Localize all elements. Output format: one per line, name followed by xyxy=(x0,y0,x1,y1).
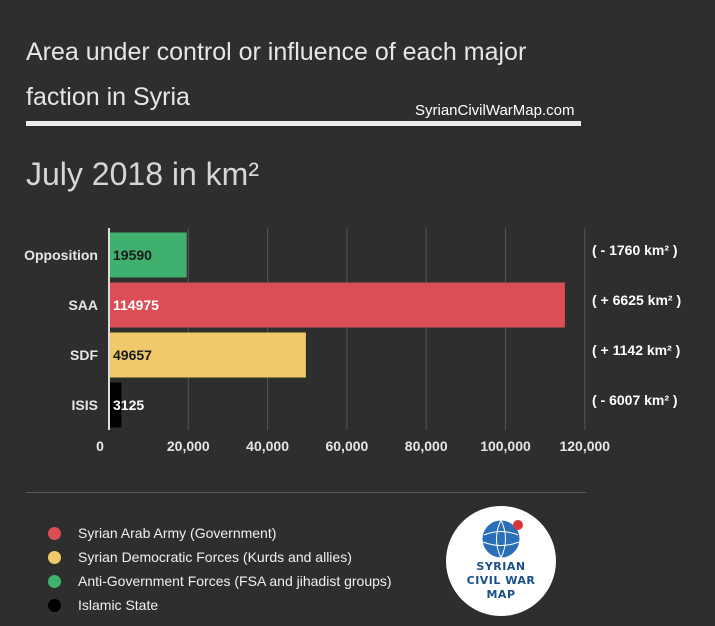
logo-text: SYRIAN CIVIL WAR MAP xyxy=(446,560,556,602)
change-label: ( + 6625 km² ) xyxy=(592,292,681,308)
data-label: 3125 xyxy=(113,397,144,413)
x-tick-label: 40,000 xyxy=(246,438,289,454)
data-label: 19590 xyxy=(113,247,152,263)
source-label: SyrianCivilWarMap.com xyxy=(415,102,575,119)
category-label: SDF xyxy=(70,347,98,363)
title-divider xyxy=(26,121,581,126)
change-label: ( - 6007 km² ) xyxy=(592,392,678,408)
legend-item-sdf: Syrian Democratic Forces (Kurds and alli… xyxy=(48,545,392,569)
legend-item-opposition: Anti-Government Forces (FSA and jihadist… xyxy=(48,569,392,593)
x-tick-label: 80,000 xyxy=(405,438,448,454)
legend-item-isis: Islamic State xyxy=(48,593,392,617)
legend-swatch-sdf xyxy=(48,550,61,564)
x-tick-label: 20,000 xyxy=(167,438,210,454)
logo-line-3: MAP xyxy=(486,588,516,601)
legend-swatch-isis xyxy=(48,598,61,612)
data-label: 114975 xyxy=(113,297,159,313)
bar-chart: 0 20,000 40,000 60,000 80,000 100,000 120,000 O… xyxy=(24,228,681,454)
logo-line-1: SYRIAN xyxy=(476,560,526,573)
legend: Syrian Arab Army (Government) Syrian Dem… xyxy=(48,521,392,617)
chart-title: Area under control or influence of each … xyxy=(26,38,527,111)
bar xyxy=(109,332,306,378)
category-label: SAA xyxy=(68,297,98,313)
legend-label-sdf: Syrian Democratic Forces (Kurds and alli… xyxy=(78,549,352,565)
change-label: ( - 1760 km² ) xyxy=(592,242,678,258)
legend-divider xyxy=(26,492,586,493)
data-label: 49657 xyxy=(113,347,152,363)
x-tick-label: 0 xyxy=(96,438,104,454)
legend-label-isis: Islamic State xyxy=(78,597,159,613)
globe-icon xyxy=(481,519,523,559)
chart-subtitle: July 2018 in km² xyxy=(26,156,259,192)
legend-label-opposition: Anti-Government Forces (FSA and jihadist… xyxy=(78,573,392,589)
logo-line-2: CIVIL WAR xyxy=(466,574,536,587)
bar xyxy=(109,282,565,328)
legend-item-saa: Syrian Arab Army (Government) xyxy=(48,521,392,545)
category-label: Opposition xyxy=(24,247,98,263)
bar xyxy=(109,232,187,278)
legend-swatch-saa xyxy=(48,526,61,540)
syrian-civil-war-map-logo: SYRIAN CIVIL WAR MAP xyxy=(446,506,556,616)
legend-swatch-opposition xyxy=(48,574,61,588)
legend-label-saa: Syrian Arab Army (Government) xyxy=(78,525,277,541)
category-label: ISIS xyxy=(72,397,98,413)
x-tick-label: 100,000 xyxy=(480,438,531,454)
change-label: ( + 1142 km² ) xyxy=(592,342,680,358)
x-tick-label: 60,000 xyxy=(325,438,368,454)
bar xyxy=(109,382,122,428)
x-tick-label: 120,000 xyxy=(559,438,610,454)
